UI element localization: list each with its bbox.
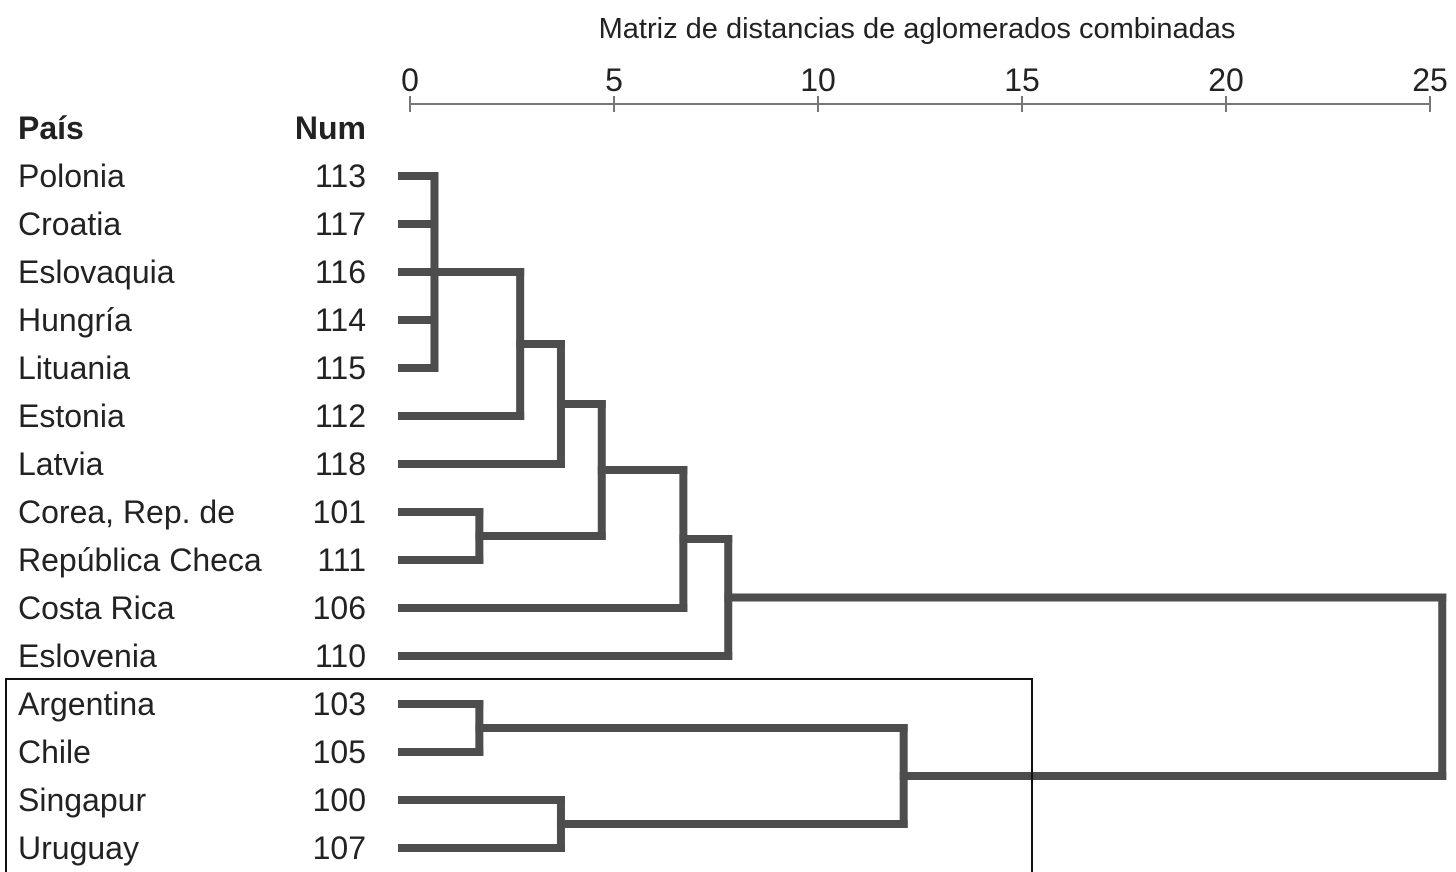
leaf-num-label: 110 — [315, 638, 366, 674]
leaf-country-label: Corea, Rep. de — [18, 494, 235, 530]
leaf-num-label: 117 — [315, 206, 366, 242]
dendrogram-links — [398, 172, 1447, 852]
leaf-num-label: 107 — [313, 830, 366, 866]
leaf-country-label: Estonia — [18, 398, 125, 434]
leaf-country-label: Latvia — [18, 446, 104, 482]
axis-tick-label: 0 — [401, 62, 419, 98]
leaf-num-label: 100 — [313, 782, 366, 818]
leaf-num-label: 103 — [313, 686, 366, 722]
axis-tick-label: 25 — [1412, 62, 1448, 98]
leaf-country-label: Lituania — [18, 350, 130, 386]
country-column-header: País — [18, 110, 84, 146]
leaf-country-label: Chile — [18, 734, 91, 770]
axis-tick-label: 20 — [1208, 62, 1244, 98]
highlight-box — [5, 678, 1033, 872]
leaf-num-label: 112 — [315, 398, 366, 434]
distance-axis: 0 5 10 15 20 25 — [401, 62, 1448, 112]
leaf-num-label: 115 — [315, 350, 366, 386]
leaf-num-label: 106 — [313, 590, 366, 626]
leaf-country-label: Uruguay — [18, 830, 139, 866]
leaf-num-label: 118 — [315, 446, 366, 482]
num-column-header: Num — [295, 110, 366, 146]
leaf-country-label: Eslovenia — [18, 638, 157, 674]
leaf-country-label: Hungría — [18, 302, 132, 338]
leaf-country-label: Croatia — [18, 206, 121, 242]
axis-tick-label: 15 — [1004, 62, 1040, 98]
leaf-country-label: Eslovaquia — [18, 254, 175, 290]
leaf-country-label: Argentina — [18, 686, 155, 722]
leaf-country-label: República Checa — [18, 542, 262, 578]
leaf-num-label: 116 — [315, 254, 366, 290]
leaf-country-label: Costa Rica — [18, 590, 175, 626]
leaf-country-label: Polonia — [18, 158, 125, 194]
leaf-num-label: 113 — [315, 158, 366, 194]
chart-title: Matriz de distancias de aglomerados comb… — [599, 13, 1236, 45]
leaf-num-label: 105 — [313, 734, 366, 770]
leaf-labels: Polonia 113 Croatia 117 Eslovaquia 116 Hungría… — [18, 158, 366, 866]
leaf-num-label: 101 — [313, 494, 366, 530]
axis-tick-label: 10 — [800, 62, 836, 98]
axis-tick-label: 5 — [605, 62, 623, 98]
leaf-num-label: 114 — [315, 302, 366, 338]
leaf-num-label: 111 — [317, 542, 366, 578]
leaf-country-label: Singapur — [18, 782, 146, 818]
